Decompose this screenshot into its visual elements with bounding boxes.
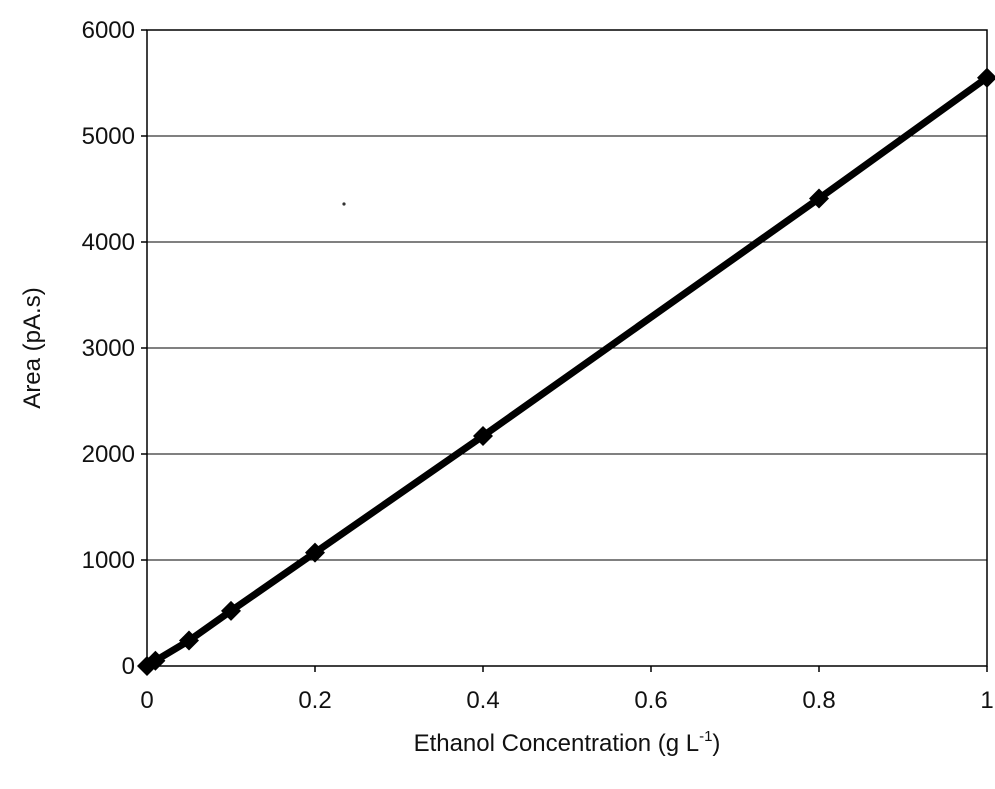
x-axis-title-close: ) xyxy=(712,730,720,757)
y-tick-label: 4000 xyxy=(82,229,135,256)
data-point-marker xyxy=(809,188,829,209)
data-point-marker xyxy=(179,630,199,651)
y-axis: 0 1000 2000 3000 4000 5000 6000 xyxy=(82,17,147,680)
x-axis: 0 0.2 0.4 0.6 0.8 1 xyxy=(140,666,994,714)
y-tick-label: 0 xyxy=(122,653,135,680)
grid-lines xyxy=(147,135,987,561)
x-tick-label: 0.8 xyxy=(802,687,835,714)
y-tick-label: 2000 xyxy=(82,441,135,468)
x-tick-label: 0 xyxy=(140,687,153,714)
x-tick-label: 1 xyxy=(980,687,993,714)
speck-artifact xyxy=(342,202,346,206)
y-tick-label: 6000 xyxy=(82,17,135,44)
data-point-marker xyxy=(221,600,241,621)
data-point-marker xyxy=(473,425,493,446)
y-tick-label: 1000 xyxy=(82,547,135,574)
x-tick-label: 0.6 xyxy=(634,687,667,714)
x-axis-title-main: Ethanol Concentration (g L xyxy=(414,730,700,757)
x-tick-label: 0.2 xyxy=(298,687,331,714)
data-point-marker xyxy=(145,650,166,671)
y-tick-label: 3000 xyxy=(82,335,135,362)
data-point-marker xyxy=(977,67,995,88)
data-point-marker xyxy=(305,542,325,563)
x-axis-title-superscript: -1 xyxy=(699,728,712,745)
y-tick-label: 5000 xyxy=(82,123,135,150)
series-layer xyxy=(137,67,995,676)
y-axis-title: Area (pA.s) xyxy=(19,287,46,408)
x-axis-title: Ethanol Concentration (g L-1) xyxy=(414,728,721,757)
x-tick-label: 0.4 xyxy=(466,687,499,714)
